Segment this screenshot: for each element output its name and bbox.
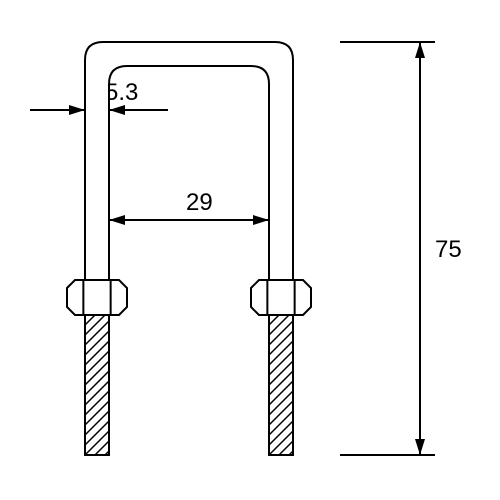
u-bolt-technical-drawing: 5.32975 xyxy=(0,0,500,500)
arrowhead xyxy=(69,105,85,115)
arrowhead xyxy=(109,105,125,115)
arrowhead xyxy=(109,215,125,225)
dim-width-label: 29 xyxy=(186,189,213,216)
hex-nut xyxy=(251,280,311,315)
arrowhead xyxy=(253,215,269,225)
hex-nut xyxy=(67,280,127,315)
dim-height-label: 75 xyxy=(435,236,462,263)
arrowhead xyxy=(415,42,425,58)
arrowhead xyxy=(415,439,425,455)
